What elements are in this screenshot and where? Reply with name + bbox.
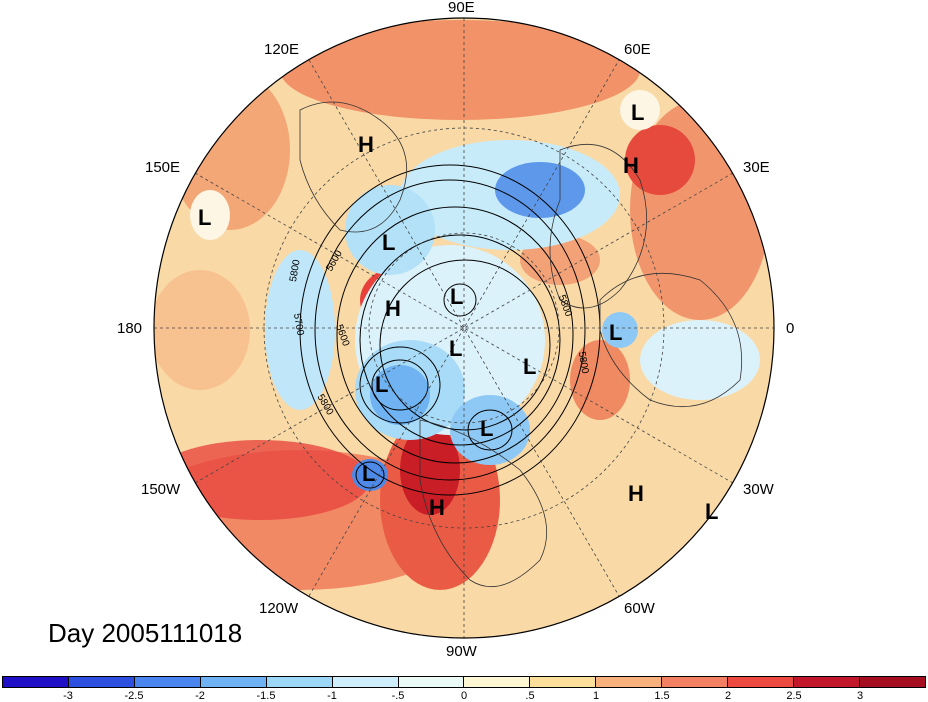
colorbar-swatch <box>530 677 597 687</box>
anomaly-cold-region <box>352 459 388 491</box>
anomaly-cold-region <box>345 185 435 275</box>
colorbar-tick-label: 1.5 <box>654 690 670 702</box>
low-pressure-marker: L <box>631 100 645 125</box>
low-pressure-marker: L <box>375 372 389 397</box>
contour-label: 5800 <box>576 351 591 375</box>
colorbar-swatch <box>332 677 399 687</box>
colorbar-swatch <box>464 677 531 687</box>
low-pressure-marker: L <box>198 205 212 230</box>
colorbar-swatch <box>134 677 201 687</box>
high-pressure-marker: H <box>358 132 374 157</box>
anomaly-cold-region <box>602 312 638 348</box>
colorbar-tick-label: -2 <box>195 690 205 702</box>
lon-label-120w: 120W <box>259 600 299 617</box>
anomaly-warm-region <box>170 70 290 230</box>
low-pressure-marker: L <box>480 416 494 441</box>
low-pressure-marker: L <box>362 461 376 486</box>
colorbar-swatch <box>662 677 729 687</box>
colorbar-tick-label: -2.5 <box>124 690 144 702</box>
anomaly-warm-region <box>625 125 695 195</box>
anomaly-warm-region <box>400 425 460 515</box>
high-pressure-marker: H <box>385 296 401 321</box>
lon-label-180: 180 <box>117 320 143 337</box>
colorbar-tick-label: 3 <box>856 690 864 702</box>
anomaly-warm-region <box>154 440 370 520</box>
anomaly-cold-region <box>620 90 660 130</box>
lon-label-120e: 120E <box>264 41 300 58</box>
colorbar-swatch <box>596 677 663 687</box>
low-pressure-marker: L <box>449 336 463 361</box>
lon-label-60e: 60E <box>624 41 651 58</box>
colorbar-tick-label: 2 <box>724 690 732 702</box>
anomaly-cold-region <box>495 162 585 218</box>
lon-label-150w: 150W <box>141 481 181 498</box>
anomaly-cold-region <box>640 320 760 400</box>
colorbar-swatch <box>266 677 333 687</box>
date-title: Day 2005111018 <box>48 618 243 648</box>
colorbar-swatch <box>794 677 860 687</box>
coastlines <box>299 101 743 587</box>
colorbar-tick-label: .5 <box>525 690 535 702</box>
colorbar-swatch <box>398 677 465 687</box>
low-pressure-marker: L <box>382 230 396 255</box>
low-pressure-marker: L <box>609 320 623 345</box>
colorbar-tick-label: -1 <box>327 690 337 702</box>
lon-label-90e: 90E <box>448 0 475 16</box>
anomaly-cold-region <box>190 190 230 240</box>
lon-label-30w: 30W <box>743 481 774 498</box>
anomaly-warm-region <box>280 20 640 120</box>
lon-label-150e: 150E <box>145 159 181 176</box>
lon-label-0: 0 <box>786 320 795 337</box>
colorbar-tick-label: 2.5 <box>786 690 802 702</box>
colorbar-swatch <box>200 677 267 687</box>
anomaly-warm-region <box>154 270 250 390</box>
map-border <box>153 17 775 639</box>
high-pressure-marker: H <box>623 153 639 178</box>
contour-label: 5800 <box>288 258 303 282</box>
low-pressure-marker: L <box>523 354 537 379</box>
anomaly-cold-region <box>450 395 530 465</box>
colorbar-swatch <box>68 677 135 687</box>
contour-label: 5700 <box>291 313 306 337</box>
low-pressure-marker: L <box>450 284 464 309</box>
colorbar-tick-label: 0 <box>460 690 468 702</box>
lon-label-60w: 60W <box>624 600 655 617</box>
lon-label-30e: 30E <box>743 159 770 176</box>
colorbar-tick-label: -1.5 <box>256 690 276 702</box>
colorbar-swatch <box>728 677 795 687</box>
colorbar-swatch <box>3 677 69 687</box>
colorbar-swatch <box>859 677 925 687</box>
anomaly-warm-region <box>570 340 630 420</box>
graticule <box>154 18 774 638</box>
lon-label-90w: 90W <box>446 643 477 660</box>
colorbar-tick-label: -.5 <box>391 690 405 702</box>
high-pressure-marker: H <box>628 481 644 506</box>
high-pressure-marker: H <box>429 495 445 520</box>
low-pressure-marker: L <box>705 499 719 524</box>
colorbar-tick-label: 1 <box>592 690 600 702</box>
colorbar <box>2 676 926 688</box>
colorbar-tick-label: -3 <box>63 690 73 702</box>
